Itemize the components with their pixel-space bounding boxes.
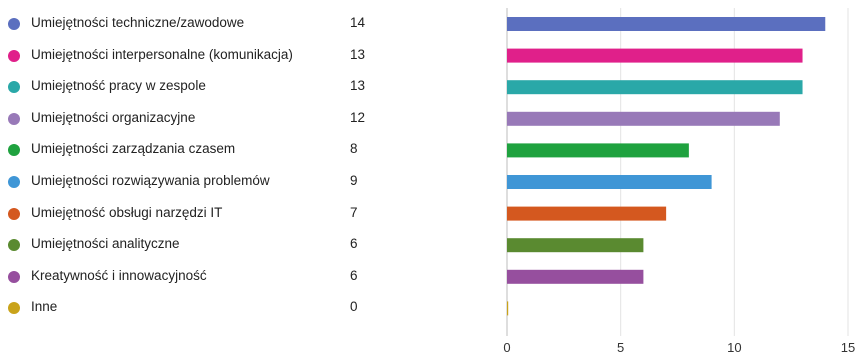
bar xyxy=(507,238,644,253)
bar xyxy=(507,301,509,316)
legend-item[interactable]: Umiejętność pracy w zespole 13 xyxy=(0,77,480,97)
legend-color-dot-icon xyxy=(8,239,20,252)
legend-label: Umiejętności organizacyjne xyxy=(31,109,196,125)
legend-count: 12 xyxy=(350,109,366,125)
legend-count: 6 xyxy=(350,267,358,283)
legend-item[interactable]: Inne 0 xyxy=(0,298,480,318)
legend-color-dot-icon xyxy=(8,112,20,125)
bar xyxy=(507,175,712,189)
legend-label: Umiejętność pracy w zespole xyxy=(31,78,206,94)
legend-label: Kreatywność i innowacyjność xyxy=(31,267,207,283)
legend-label: Umiejętności rozwiązywania problemów xyxy=(31,173,270,188)
legend-item[interactable]: Umiejętności zarządzania czasem 8 xyxy=(0,140,480,160)
legend-color-dot-icon xyxy=(8,144,20,157)
legend-item[interactable]: Umiejętności analityczne 6 xyxy=(0,235,480,255)
legend-color-dot-icon xyxy=(8,176,20,188)
legend-item[interactable]: Kreatywność i innowacyjność 6 xyxy=(0,267,480,287)
legend-label: Umiejętności interpersonalne (komunikacj… xyxy=(31,46,293,62)
legend-item[interactable]: Umiejętność obsługi narzędzi IT 7 xyxy=(0,204,480,224)
legend-color-dot-icon xyxy=(8,18,20,30)
legend-count: 9 xyxy=(350,173,358,188)
legend-item[interactable]: Umiejętności techniczne/zawodowe 14 xyxy=(0,14,480,34)
legend-color-dot-icon xyxy=(8,81,20,94)
bar xyxy=(507,17,826,31)
legend-color-dot-icon xyxy=(8,49,20,62)
legend-count: 0 xyxy=(350,299,358,315)
chart-legend: Umiejętności techniczne/zawodowe 14 Umieję… xyxy=(0,14,480,318)
x-tick-label: 15 xyxy=(841,340,855,354)
x-tick-label: 0 xyxy=(503,340,510,354)
legend-label: Umiejętności techniczne/zawodowe xyxy=(31,15,245,30)
legend-count: 14 xyxy=(350,15,366,30)
legend-color-dot-icon xyxy=(8,207,20,220)
legend-count: 7 xyxy=(350,204,358,220)
bar xyxy=(507,111,780,126)
bar xyxy=(507,206,667,221)
legend-count: 6 xyxy=(350,236,358,252)
legend-color-dot-icon xyxy=(8,302,20,315)
legend-count: 13 xyxy=(350,46,366,62)
bar xyxy=(507,80,803,95)
legend-label: Umiejętności analityczne xyxy=(31,236,180,252)
x-tick-label: 10 xyxy=(727,340,741,354)
legend-label: Umiejętności zarządzania czasem xyxy=(31,141,236,157)
legend-item[interactable]: Umiejętności organizacyjne 12 xyxy=(0,109,480,129)
bar xyxy=(507,48,803,63)
legend-item[interactable]: Umiejętności rozwiązywania problemów 9 xyxy=(0,172,480,192)
legend-label: Umiejętność obsługi narzędzi IT xyxy=(31,204,223,220)
legend-label: Inne xyxy=(31,299,58,315)
bar xyxy=(507,143,689,158)
legend-count: 13 xyxy=(350,78,366,94)
legend-color-dot-icon xyxy=(8,270,20,283)
legend-item[interactable]: Umiejętności interpersonalne (komunikacj… xyxy=(0,46,480,66)
bar xyxy=(507,269,644,284)
x-tick-label: 5 xyxy=(617,340,624,354)
legend-count: 8 xyxy=(350,141,358,157)
